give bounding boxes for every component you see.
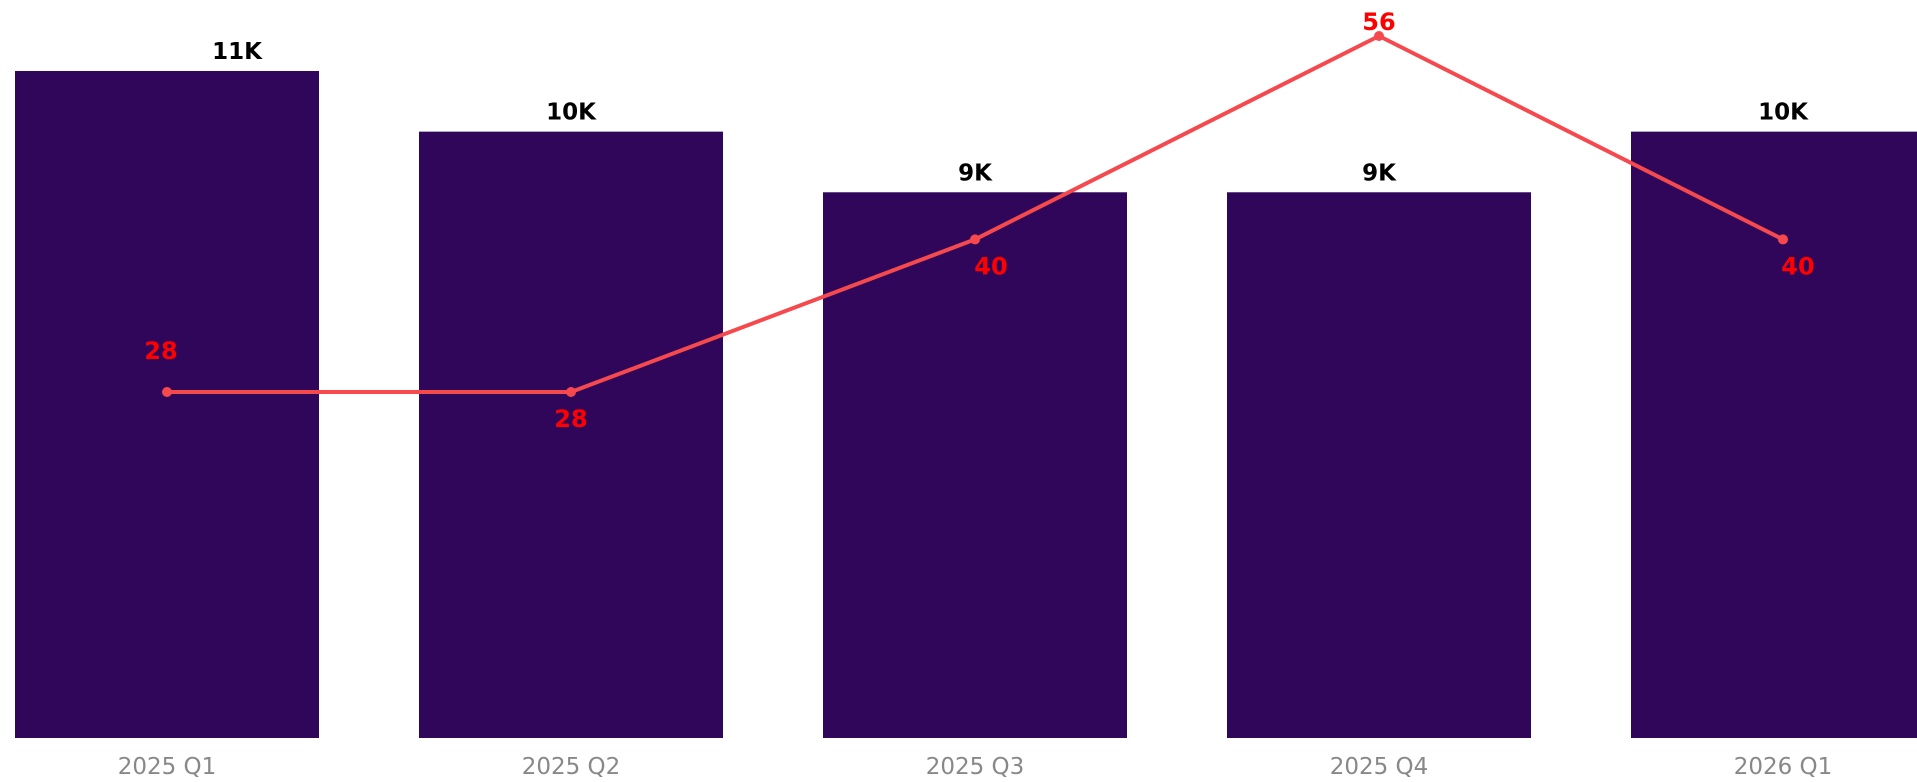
line-point-5 bbox=[1778, 234, 1788, 245]
bar-3 bbox=[823, 192, 1127, 739]
x-tick-label: 2025 Q4 bbox=[1330, 754, 1429, 777]
line-point-1 bbox=[162, 387, 172, 397]
line-labels-layer: 28 28 40 56 40 bbox=[144, 8, 1814, 433]
bar-value-label: 10K bbox=[546, 100, 597, 126]
line-point-4 bbox=[1374, 31, 1384, 41]
line-layer bbox=[162, 31, 1788, 397]
bar-value-label: 10K bbox=[1758, 100, 1809, 126]
line-value-label: 40 bbox=[1781, 252, 1814, 280]
bar-5 bbox=[1631, 131, 1917, 739]
bar-labels-layer: 11K 10K 9K 9K 10K bbox=[212, 39, 1809, 186]
bar-4 bbox=[1227, 192, 1531, 739]
x-tick-label: 2025 Q2 bbox=[522, 754, 621, 777]
x-tick-label: 2025 Q1 bbox=[118, 754, 217, 777]
line-value-label: 28 bbox=[554, 405, 587, 433]
line-point-2 bbox=[566, 387, 576, 397]
bar-1 bbox=[15, 71, 319, 738]
x-axis: 2025 Q1 2025 Q2 2025 Q3 2025 Q4 2026 Q1 bbox=[118, 754, 1833, 780]
bar-value-label: 9K bbox=[958, 160, 993, 186]
line-value-label: 56 bbox=[1362, 8, 1395, 36]
line-point-3 bbox=[970, 234, 980, 245]
bar-value-label: 9K bbox=[1362, 160, 1397, 186]
x-tick-label: 2026 Q1 bbox=[1734, 754, 1833, 777]
bars-layer bbox=[15, 71, 1917, 739]
bar-value-label: 11K bbox=[212, 39, 263, 65]
line-value-label: 40 bbox=[974, 252, 1007, 280]
bar-2 bbox=[419, 131, 723, 739]
x-tick-label: 2025 Q3 bbox=[926, 754, 1025, 777]
line-value-label: 28 bbox=[144, 337, 177, 365]
